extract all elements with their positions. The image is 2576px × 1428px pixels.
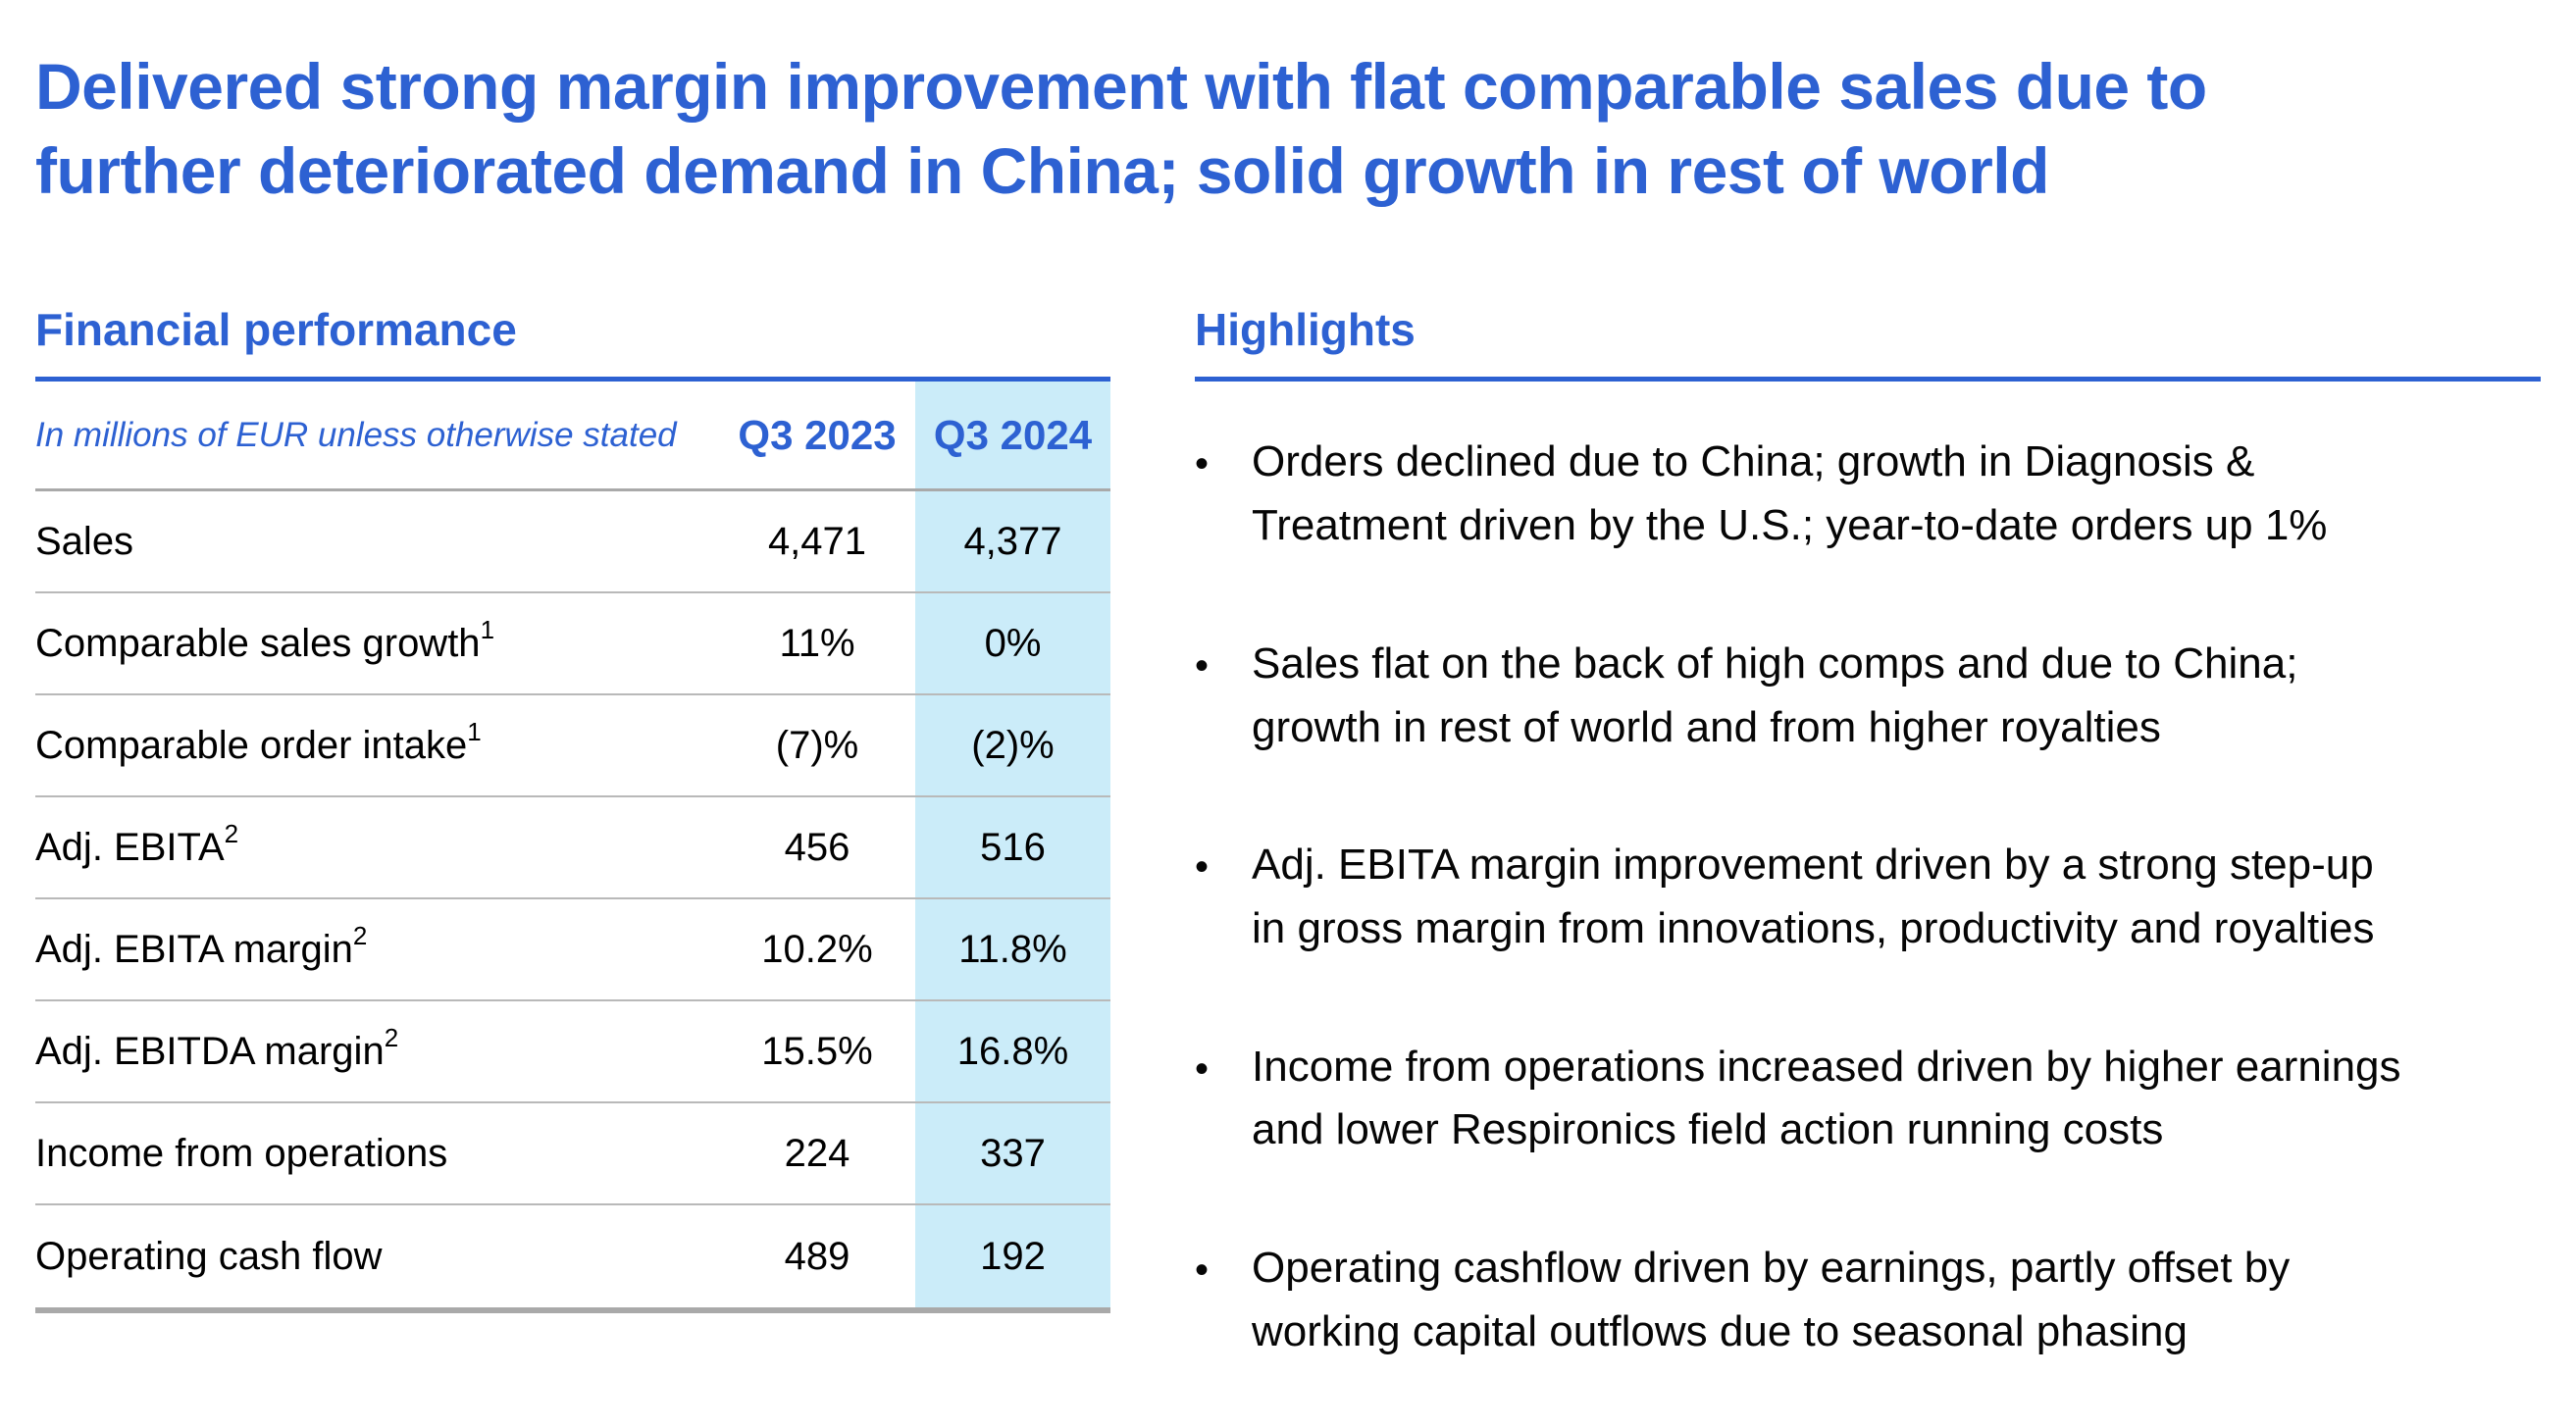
row-value-q3-2024: 0%: [915, 593, 1110, 694]
highlight-bullet: Adj. EBITA margin improvement driven by …: [1195, 834, 2541, 960]
financial-table: In millions of EUR unless otherwise stat…: [35, 382, 1110, 1314]
financial-section: Financial performance In millions of EUR…: [35, 304, 1110, 1314]
table-row: Comparable sales growth 1 11% 0%: [35, 593, 1110, 696]
row-value-q3-2023: 11%: [779, 621, 855, 665]
bullet-dot-icon: [1195, 431, 1252, 557]
row-label: Income from operations: [35, 1131, 448, 1175]
highlights-heading: Highlights: [1195, 303, 1416, 355]
bullet-text: Operating cashflow driven by earnings, p…: [1252, 1243, 2291, 1355]
title-line-1: Delivered strong margin improvement with…: [35, 50, 2207, 123]
row-value-q3-2024: 516: [915, 797, 1110, 898]
row-value-q3-2024: (2)%: [915, 695, 1110, 796]
row-label: Comparable sales growth 1: [35, 615, 495, 665]
row-label: Adj. EBITDA margin 2: [35, 1023, 399, 1073]
row-value-q3-2023: 224: [784, 1131, 850, 1175]
highlight-bullet: Income from operations increased driven …: [1195, 1036, 2541, 1162]
table-note: In millions of EUR unless otherwise stat…: [35, 415, 677, 454]
table-row: Sales 4,471 4,377: [35, 491, 1110, 594]
row-value-q3-2024: 192: [915, 1205, 1110, 1308]
content-columns: Financial performance In millions of EUR…: [35, 304, 2541, 1364]
highlight-bullet: Sales flat on the back of high comps and…: [1195, 633, 2541, 759]
financial-rule: [35, 377, 1110, 382]
highlights-list: Orders declined due to China; growth in …: [1195, 431, 2541, 1363]
row-value-q3-2024: 16.8%: [915, 1001, 1110, 1102]
row-value-q3-2023: (7)%: [775, 723, 859, 767]
row-value-q3-2023: 4,471: [767, 519, 867, 563]
row-value-q3-2024: 4,377: [915, 491, 1110, 592]
highlight-bullet: Orders declined due to China; growth in …: [1195, 431, 2541, 557]
bullet-dot-icon: [1195, 834, 1252, 960]
table-row: Comparable order intake 1 (7)% (2)%: [35, 695, 1110, 798]
column-header-q3-2023: Q3 2023: [738, 411, 897, 458]
row-value-q3-2024: 337: [915, 1103, 1110, 1204]
row-value-q3-2024: 11.8%: [915, 899, 1110, 1000]
table-row: Adj. EBITA 2 456 516: [35, 797, 1110, 900]
bullet-text: Sales flat on the back of high comps and…: [1252, 638, 2298, 751]
row-value-q3-2023: 456: [784, 825, 850, 869]
title-line-2: further deteriorated demand in China; so…: [35, 133, 2049, 207]
bullet-text: Orders declined due to China; growth in …: [1252, 437, 2328, 550]
highlights-section: Highlights Orders declined due to China;…: [1195, 304, 2541, 1364]
row-label: Operating cash flow: [35, 1234, 383, 1278]
row-label: Comparable order intake 1: [35, 717, 482, 767]
column-header-q3-2024: Q3 2024: [915, 382, 1110, 489]
table-header-row: In millions of EUR unless otherwise stat…: [35, 382, 1110, 492]
financial-heading: Financial performance: [35, 303, 517, 355]
bullet-text: Adj. EBITA margin improvement driven by …: [1252, 841, 2375, 952]
bullet-dot-icon: [1195, 1237, 1252, 1363]
row-label: Adj. EBITA 2: [35, 819, 239, 869]
bullet-dot-icon: [1195, 633, 1252, 759]
bullet-text: Income from operations increased driven …: [1252, 1042, 2401, 1154]
slide-title: Delivered strong margin improvement with…: [35, 45, 2541, 214]
row-value-q3-2023: 489: [784, 1234, 850, 1278]
highlights-rule: [1195, 377, 2541, 382]
row-value-q3-2023: 10.2%: [761, 927, 873, 971]
bullet-dot-icon: [1195, 1036, 1252, 1162]
row-label: Sales: [35, 519, 134, 563]
row-label: Adj. EBITA margin 2: [35, 921, 368, 971]
row-value-q3-2023: 15.5%: [761, 1029, 873, 1073]
table-row: Operating cash flow 489 192: [35, 1205, 1110, 1308]
table-row: Adj. EBITDA margin 2 15.5% 16.8%: [35, 1001, 1110, 1104]
table-row: Income from operations 224 337: [35, 1103, 1110, 1206]
highlight-bullet: Operating cashflow driven by earnings, p…: [1195, 1237, 2541, 1363]
table-row: Adj. EBITA margin 2 10.2% 11.8%: [35, 899, 1110, 1002]
